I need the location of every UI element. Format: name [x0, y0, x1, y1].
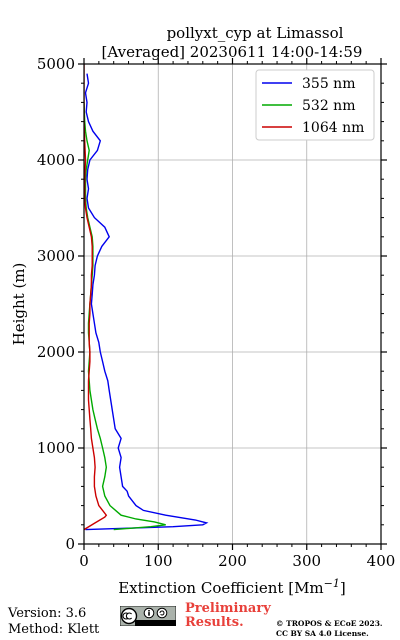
license-line-1: © TROPOS & ECoE 2023.: [276, 619, 383, 628]
legend-label-0: 355 nm: [302, 76, 355, 92]
legend-label-1: 532 nm: [302, 98, 355, 114]
chart-title-line2: [Averaged] 20230611 14:00-14:59: [102, 43, 363, 61]
x-tick-label: 200: [218, 552, 247, 570]
y-tick-label: 4000: [37, 151, 75, 169]
y-tick-label: 5000: [37, 55, 75, 73]
version-text: Version: 3.6: [8, 606, 87, 621]
cc-by-sa-badge-icon: [120, 606, 176, 626]
x-axis-label-exponent: −1: [324, 577, 340, 590]
y-tick-label: 0: [65, 535, 75, 553]
chart-title-line1: pollyxt_cyp at Limassol: [167, 24, 344, 42]
license-text: © TROPOS & ECoE 2023. CC BY SA 4.0 Licen…: [276, 619, 400, 639]
y-tick-label: 1000: [37, 439, 75, 457]
legend-label-2: 1064 nm: [302, 120, 364, 136]
y-axis-label: Height (m): [10, 263, 28, 346]
x-tick-label: 0: [79, 552, 89, 570]
preliminary-results-text: Preliminary Results.: [185, 601, 271, 630]
x-tick-label: 400: [367, 552, 396, 570]
y-tick-label: 2000: [37, 343, 75, 361]
series-line-2: [84, 64, 108, 531]
series-line-0: [84, 73, 209, 531]
x-tick-label: 100: [144, 552, 173, 570]
method-text: Method: Klett: [8, 622, 100, 637]
legend: 355 nm 532 nm 1064 nm: [255, 69, 375, 141]
x-tick-label: 300: [292, 552, 321, 570]
series-line-1: [84, 102, 166, 531]
y-tick-label: 3000: [37, 247, 75, 265]
x-axis-label: Extinction Coefficient [Mm−1]: [118, 577, 345, 597]
license-line-2: CC BY SA 4.0 License.: [276, 629, 369, 638]
series-lines: [84, 64, 209, 531]
legend-box: [255, 69, 375, 141]
